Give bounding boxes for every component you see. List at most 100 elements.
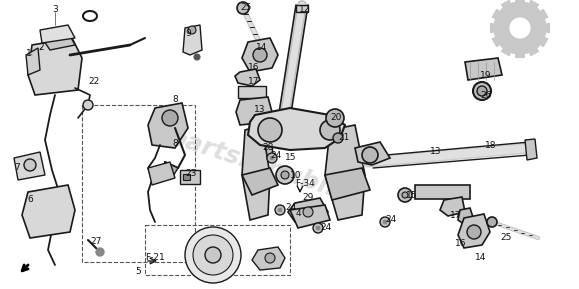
Text: 27: 27	[90, 236, 101, 245]
Text: 23: 23	[185, 168, 196, 177]
Text: 10: 10	[290, 171, 302, 181]
Bar	[145, 225, 290, 275]
Text: 21: 21	[338, 132, 349, 142]
Text: 13: 13	[254, 105, 266, 114]
Circle shape	[326, 109, 344, 127]
Text: 25: 25	[500, 234, 511, 242]
Circle shape	[265, 253, 275, 263]
Polygon shape	[515, 0, 525, 7]
Text: 15: 15	[285, 153, 296, 162]
Polygon shape	[325, 125, 365, 220]
Circle shape	[510, 18, 530, 38]
Polygon shape	[515, 49, 525, 58]
Circle shape	[188, 26, 196, 34]
Polygon shape	[160, 162, 178, 178]
Polygon shape	[536, 10, 548, 20]
Polygon shape	[501, 0, 512, 12]
Circle shape	[487, 217, 497, 227]
Bar	[415, 185, 470, 199]
Text: 22: 22	[88, 77, 99, 86]
Polygon shape	[525, 139, 537, 160]
Circle shape	[380, 217, 390, 227]
Circle shape	[253, 48, 267, 62]
Text: 8: 8	[172, 138, 178, 147]
Circle shape	[303, 207, 313, 217]
Bar	[238, 86, 266, 98]
Text: 3: 3	[52, 5, 58, 14]
Circle shape	[320, 120, 340, 140]
Text: 13: 13	[430, 147, 442, 157]
Text: partsrepublik: partsrepublik	[166, 124, 354, 206]
Text: 19: 19	[480, 71, 492, 79]
Text: 4: 4	[296, 210, 302, 218]
Circle shape	[316, 226, 320, 230]
Text: F-21: F-21	[145, 253, 165, 262]
Text: 24: 24	[270, 151, 281, 160]
Polygon shape	[501, 44, 512, 56]
Text: 7: 7	[14, 164, 20, 173]
Polygon shape	[541, 24, 549, 32]
Polygon shape	[252, 247, 285, 270]
Circle shape	[402, 192, 408, 198]
Circle shape	[96, 248, 104, 256]
Polygon shape	[14, 152, 45, 180]
Circle shape	[162, 110, 178, 126]
Polygon shape	[465, 58, 502, 80]
Circle shape	[362, 147, 378, 163]
Circle shape	[276, 166, 294, 184]
Circle shape	[205, 247, 221, 263]
Polygon shape	[26, 48, 40, 75]
Polygon shape	[28, 38, 82, 95]
Polygon shape	[527, 44, 538, 56]
Polygon shape	[40, 25, 75, 43]
Circle shape	[193, 235, 233, 275]
Text: 16: 16	[248, 64, 259, 73]
Text: 17: 17	[248, 77, 259, 86]
Polygon shape	[492, 36, 504, 47]
Text: 6: 6	[27, 194, 33, 203]
Bar	[82, 105, 195, 262]
Circle shape	[494, 2, 546, 54]
Polygon shape	[296, 5, 308, 12]
Text: 8: 8	[172, 95, 178, 105]
Bar	[258, 146, 272, 156]
Polygon shape	[148, 103, 188, 148]
Circle shape	[267, 153, 277, 163]
Circle shape	[467, 225, 481, 239]
Bar	[183, 174, 190, 180]
Text: 15: 15	[406, 192, 417, 201]
Polygon shape	[148, 162, 175, 185]
Circle shape	[477, 86, 487, 96]
Circle shape	[237, 2, 249, 14]
Circle shape	[270, 156, 274, 160]
Polygon shape	[42, 32, 75, 50]
Polygon shape	[536, 36, 548, 47]
Text: 2: 2	[38, 42, 43, 51]
Polygon shape	[235, 69, 260, 86]
Text: 5: 5	[135, 266, 141, 275]
Text: 14: 14	[475, 253, 486, 262]
Polygon shape	[22, 185, 75, 238]
Circle shape	[275, 205, 285, 215]
Text: 16: 16	[455, 238, 467, 247]
Text: 12: 12	[299, 5, 310, 14]
Circle shape	[498, 6, 542, 50]
Text: 14: 14	[256, 44, 267, 53]
Polygon shape	[236, 97, 272, 125]
Text: 28: 28	[262, 144, 273, 153]
Text: 17: 17	[450, 210, 461, 220]
Bar	[180, 170, 200, 184]
Circle shape	[194, 54, 200, 60]
Text: 20: 20	[330, 114, 342, 123]
Text: 26: 26	[480, 90, 492, 99]
Circle shape	[185, 227, 241, 283]
Text: F-34: F-34	[295, 179, 315, 188]
Polygon shape	[490, 24, 499, 32]
Circle shape	[398, 188, 412, 202]
Text: 9: 9	[185, 29, 190, 38]
Polygon shape	[242, 168, 278, 195]
Polygon shape	[288, 198, 328, 222]
Text: 24: 24	[320, 223, 331, 231]
Text: 29: 29	[302, 194, 313, 203]
Text: 24: 24	[385, 216, 396, 225]
